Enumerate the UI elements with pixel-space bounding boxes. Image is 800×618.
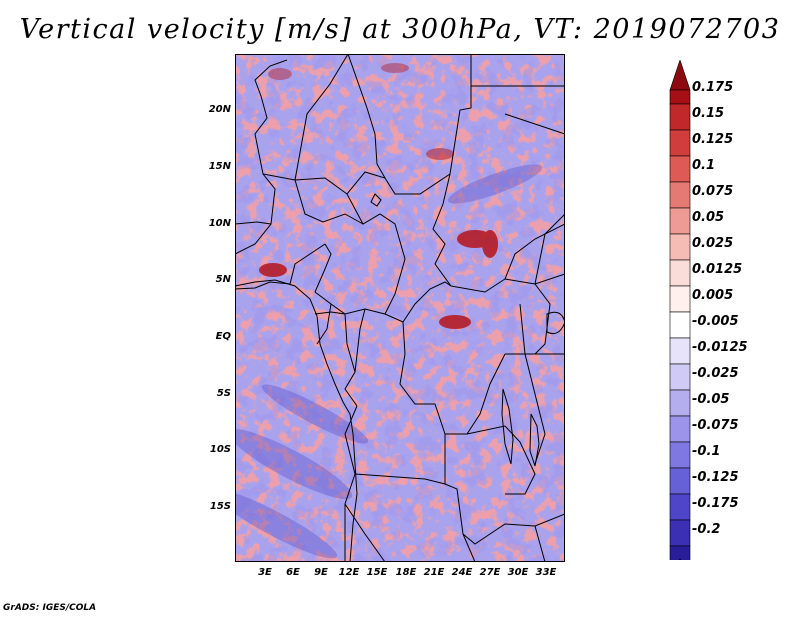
colorbar-label: -0.175 xyxy=(692,496,739,511)
lat-label: 20N xyxy=(208,104,231,115)
colorbar-label: 0.125 xyxy=(692,132,734,147)
lon-label: 33E xyxy=(535,567,557,578)
lon-label: 30E xyxy=(507,567,529,578)
colorbar-swatch xyxy=(669,89,691,105)
lakes xyxy=(370,193,565,467)
colorbar xyxy=(669,60,691,560)
lat-label: 10S xyxy=(209,444,231,455)
colorbar-swatch xyxy=(669,181,691,209)
colorbar-swatch xyxy=(669,467,691,495)
coastline xyxy=(235,279,358,562)
colorbar-label: 0.15 xyxy=(692,106,725,121)
map-border xyxy=(235,54,565,562)
colorbar-label: 0.025 xyxy=(692,236,734,251)
colorbar-label: 0.1 xyxy=(692,158,716,173)
colorbar-label: -0.0125 xyxy=(692,340,748,355)
colorbar-swatch xyxy=(669,129,691,157)
colorbar-top-arrow xyxy=(669,60,691,91)
colorbar-swatch xyxy=(669,285,691,313)
country-borders xyxy=(235,54,565,562)
negative-speckle xyxy=(235,54,565,562)
colorbar-swatch xyxy=(669,441,691,469)
colorbar-label: 0.175 xyxy=(692,80,734,95)
colorbar-label: -0.2 xyxy=(692,522,721,537)
colorbar-swatch xyxy=(669,207,691,235)
colorbar-swatch xyxy=(669,519,691,547)
colorbar-label: -0.025 xyxy=(692,366,739,381)
lat-label: 5N xyxy=(215,274,231,285)
colorbar-swatch xyxy=(669,155,691,183)
lat-label: 15N xyxy=(208,161,231,172)
lon-label: 9E xyxy=(314,567,328,578)
colorbar-label: 0.005 xyxy=(692,288,734,303)
colorbar-swatch xyxy=(669,389,691,417)
vertical-velocity-map xyxy=(235,54,565,562)
lon-label: 24E xyxy=(451,567,473,578)
lon-label: 27E xyxy=(479,567,501,578)
colorbar-swatch xyxy=(669,103,691,131)
colorbar-label: -0.1 xyxy=(692,444,721,459)
lat-label: 10N xyxy=(208,218,231,229)
lat-label: 5S xyxy=(216,388,231,399)
colorbar-label: 0.075 xyxy=(692,184,734,199)
colorbar-swatch xyxy=(669,545,691,560)
colorbar-swatch xyxy=(669,259,691,287)
colorbar-swatch xyxy=(669,337,691,365)
colorbar-label: -0.125 xyxy=(692,470,739,485)
downdraft-bands xyxy=(235,164,543,559)
lon-label: 6E xyxy=(286,567,300,578)
colorbar-swatch xyxy=(669,233,691,261)
colorbar-label: -0.05 xyxy=(692,392,730,407)
colorbar-swatch xyxy=(669,415,691,443)
colorbar-label: 0.05 xyxy=(692,210,725,225)
colorbar-label: -0.005 xyxy=(692,314,739,329)
colorbar-bottom-arrow xyxy=(678,558,682,560)
lon-label: 15E xyxy=(366,567,388,578)
lon-label: 3E xyxy=(258,567,272,578)
lon-label: 21E xyxy=(423,567,445,578)
map-title: Vertical velocity [m/s] at 300hPa, VT: 2… xyxy=(19,14,781,45)
grads-credit: GrADS: IGES/COLA xyxy=(3,603,97,613)
lat-label: 15S xyxy=(209,501,231,512)
colorbar-label: 0.0125 xyxy=(692,262,743,277)
lat-label: EQ xyxy=(215,331,231,342)
updraft-cores xyxy=(259,63,498,329)
colorbar-label: -0.075 xyxy=(692,418,739,433)
colorbar-swatch xyxy=(669,493,691,521)
colorbar-swatch xyxy=(669,311,691,339)
colorbar-swatch xyxy=(669,363,691,391)
lon-label: 12E xyxy=(338,567,360,578)
lon-label: 18E xyxy=(395,567,417,578)
